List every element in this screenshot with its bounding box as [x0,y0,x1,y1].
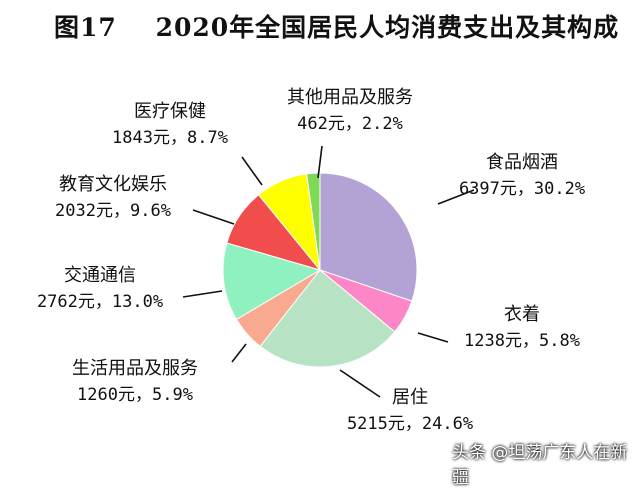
slice-labels: 食品烟酒 6397元，30.2% 衣着 1238元，5.8% 居住 5215元，24.6%… [37,87,585,434]
leader-line [417,332,449,343]
pie-slice [306,172,321,271]
leader-line [339,369,381,398]
slice-label: 教育文化娱乐 [59,174,167,195]
pie-slice [259,269,396,368]
leader-line [241,156,263,186]
slice-label: 生活用品及服务 [72,358,198,379]
slice-value-label: 2762元，13.0% [37,292,163,312]
leader-line [231,343,247,363]
leader-line [182,290,223,298]
slice-label: 其他用品及服务 [287,87,413,108]
slice-value-label: 462元，2.2% [297,114,403,134]
watermark: 头条 @坦荡广东人在新疆 [452,443,628,488]
leader-line [317,145,323,179]
chart-title: 图17 2020年全国居民人均消费支出及其构成 [54,13,620,42]
slice-value-label: 1260元，5.9% [77,385,193,405]
pie-slices [222,172,418,368]
slice-value-label: 6397元，30.2% [459,179,585,199]
slice-value-label: 5215元，24.6% [347,414,473,434]
pie-chart: 食品烟酒 6397元，30.2% 衣着 1238元，5.8% 居住 5215元，24.6%… [37,87,585,434]
slice-label: 居住 [392,387,428,408]
slice-value-label: 1238元，5.8% [464,331,580,351]
leader-line [437,189,475,205]
leader-line [192,209,235,225]
pie-slice [319,172,418,302]
slice-label: 医疗保健 [134,101,206,122]
leader-lines [182,145,475,398]
slice-label: 交通通信 [64,265,136,286]
slice-value-label: 1843元，8.7% [112,128,228,148]
slice-label: 衣着 [504,304,540,325]
pie-slice [222,242,322,321]
slice-value-label: 2032元，9.6% [55,201,171,221]
slice-label: 食品烟酒 [486,152,558,173]
